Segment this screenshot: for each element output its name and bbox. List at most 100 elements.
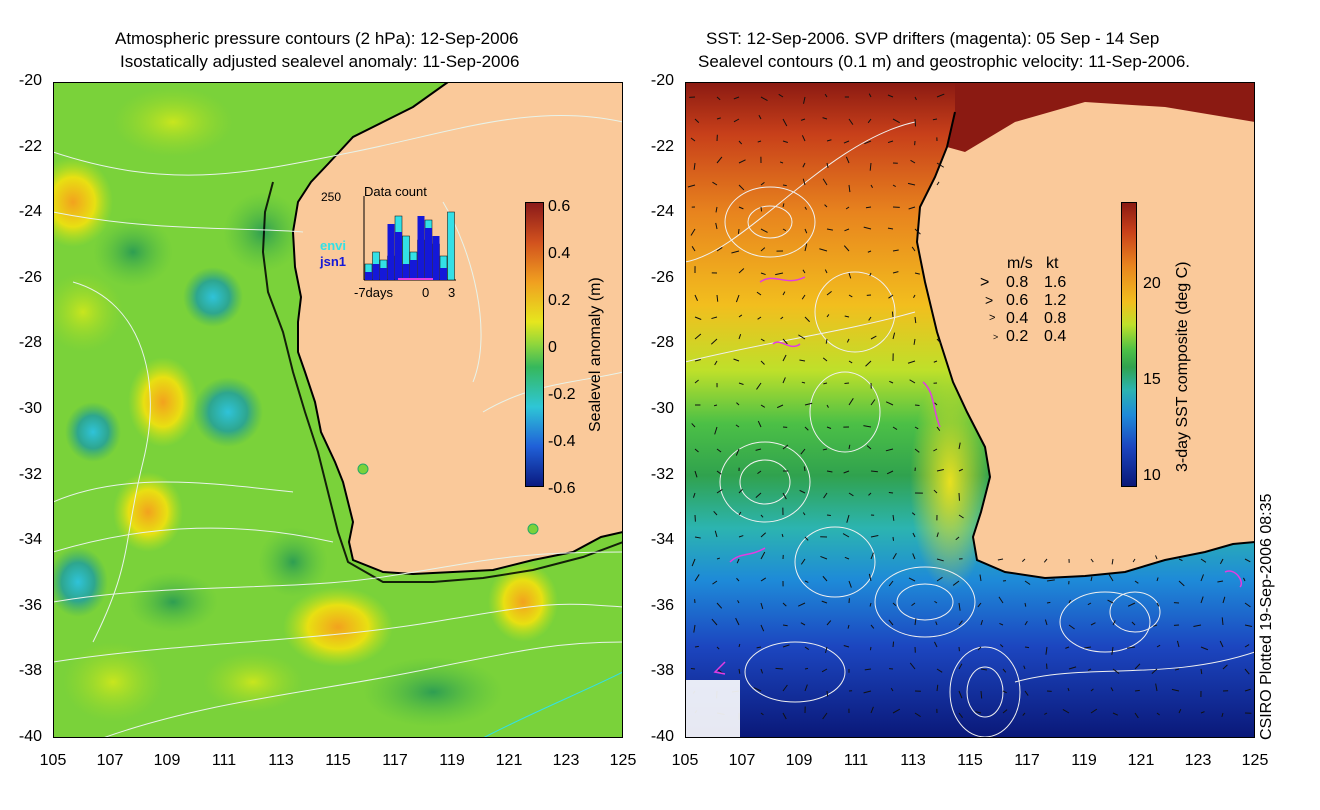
velocity-vector	[716, 470, 722, 475]
velocity-vector	[694, 294, 698, 301]
velocity-vector	[914, 618, 917, 626]
velocity-vector	[801, 294, 806, 300]
velocity-vector	[936, 684, 939, 692]
velocity-vector	[934, 402, 938, 406]
velocity-vector	[758, 114, 762, 120]
velocity-vector	[822, 357, 828, 362]
velocity-vector	[848, 360, 853, 364]
velocity-vector	[826, 139, 832, 142]
velocity-vector	[1044, 712, 1048, 715]
velocity-vector	[977, 646, 982, 651]
velocity-vector	[1112, 620, 1116, 626]
velocity-vector	[826, 426, 832, 429]
velocity-vector	[1090, 708, 1098, 714]
velocity-vector	[760, 712, 764, 716]
velocity-vector	[1132, 558, 1136, 563]
velocity-vector	[1156, 712, 1160, 716]
velocity-vector	[738, 268, 745, 274]
velocity-vector	[735, 294, 740, 303]
velocity-vector	[891, 311, 894, 318]
velocity-vector	[775, 667, 784, 670]
velocity-vector	[1111, 558, 1114, 565]
velocity-vector	[760, 96, 768, 101]
velocity-vector	[1156, 602, 1160, 607]
velocity-vector	[935, 621, 938, 626]
velocity-vector	[782, 338, 788, 345]
velocity-vector	[826, 404, 829, 408]
velocity-vector	[760, 360, 765, 365]
right-x-tick-label: 107	[728, 752, 756, 769]
velocity-vector	[691, 246, 696, 252]
velocity-vector	[799, 489, 806, 494]
velocity-vector	[822, 448, 828, 451]
velocity-vector	[888, 294, 894, 299]
velocity-vector	[782, 203, 785, 208]
right-x-tick-label: 105	[671, 752, 699, 769]
velocity-vector	[936, 558, 944, 562]
velocity-vector	[760, 181, 765, 186]
velocity-vector	[715, 206, 718, 213]
inset-jsn1-bar	[365, 272, 372, 280]
velocity-vector	[912, 553, 916, 560]
velocity-vector	[738, 314, 743, 318]
left-colorbar	[525, 202, 544, 487]
velocity-vector	[843, 645, 850, 648]
velocity-vector	[914, 404, 920, 407]
velocity-vector	[693, 624, 696, 633]
velocity-vector	[888, 491, 894, 494]
velocity-vector	[736, 402, 740, 406]
velocity-vector	[714, 530, 718, 538]
velocity-vector	[887, 94, 894, 98]
velocity-vector	[825, 338, 828, 344]
left-colorbar-tick: 0.2	[548, 292, 571, 309]
velocity-vector	[913, 294, 916, 298]
velocity-vector	[1200, 668, 1203, 675]
velocity-vector	[936, 469, 944, 472]
velocity-vector	[757, 470, 762, 475]
velocity-vector	[1065, 646, 1070, 649]
velocity-vector	[715, 222, 718, 230]
velocity-vector	[980, 668, 988, 671]
left-coastline	[291, 82, 623, 576]
velocity-vector	[1244, 644, 1250, 648]
velocity-vector	[867, 250, 872, 253]
left-x-tick-label: 125	[609, 752, 637, 769]
velocity-vector	[1200, 646, 1209, 651]
velocity-vector	[694, 574, 700, 582]
right-x-tick-label: 119	[1071, 752, 1097, 769]
velocity-vector	[952, 580, 960, 586]
velocity-vector	[1243, 577, 1246, 582]
velocity-vector	[870, 624, 875, 629]
inset-jsn1-bar	[417, 216, 425, 280]
velocity-ms: 0.2	[1006, 328, 1029, 345]
velocity-vector	[802, 269, 806, 274]
velocity-vector	[821, 668, 828, 673]
left-y-tick-label: -40	[18, 728, 42, 745]
inset-jsn1-bar	[395, 232, 402, 280]
velocity-vector	[738, 184, 745, 191]
left-colorbar-label: Sealevel anomaly (m)	[587, 277, 604, 432]
velocity-vector	[804, 646, 810, 651]
velocity-ms: 0.8	[1006, 274, 1029, 291]
velocity-vector	[823, 382, 828, 385]
inset-legend-jsn1: jsn1	[320, 254, 347, 269]
velocity-vector	[760, 338, 765, 342]
right-title-line1: SST: 12-Sep-2006. SVP drifters (magenta)…	[706, 29, 1160, 48]
velocity-vector	[864, 140, 872, 145]
velocity-vector	[713, 510, 718, 516]
right-title-line2: Sealevel contours (0.1 m) and geostrophi…	[698, 52, 1191, 71]
velocity-vector	[1045, 646, 1048, 655]
velocity-vector	[757, 140, 762, 143]
right-colorbar-label: 3-day SST composite (deg C)	[1174, 261, 1191, 472]
velocity-vector	[804, 426, 809, 431]
velocity-vector	[1155, 555, 1158, 560]
velocity-vector	[738, 488, 743, 494]
velocity-vector	[1174, 668, 1180, 671]
velocity-vector	[760, 247, 766, 252]
velocity-vector	[1087, 602, 1092, 606]
velocity-vector	[1090, 688, 1094, 692]
velocity-vector	[1217, 580, 1224, 583]
velocity-vector	[733, 96, 740, 100]
velocity-vector	[914, 426, 919, 430]
velocity-vector	[936, 532, 939, 538]
